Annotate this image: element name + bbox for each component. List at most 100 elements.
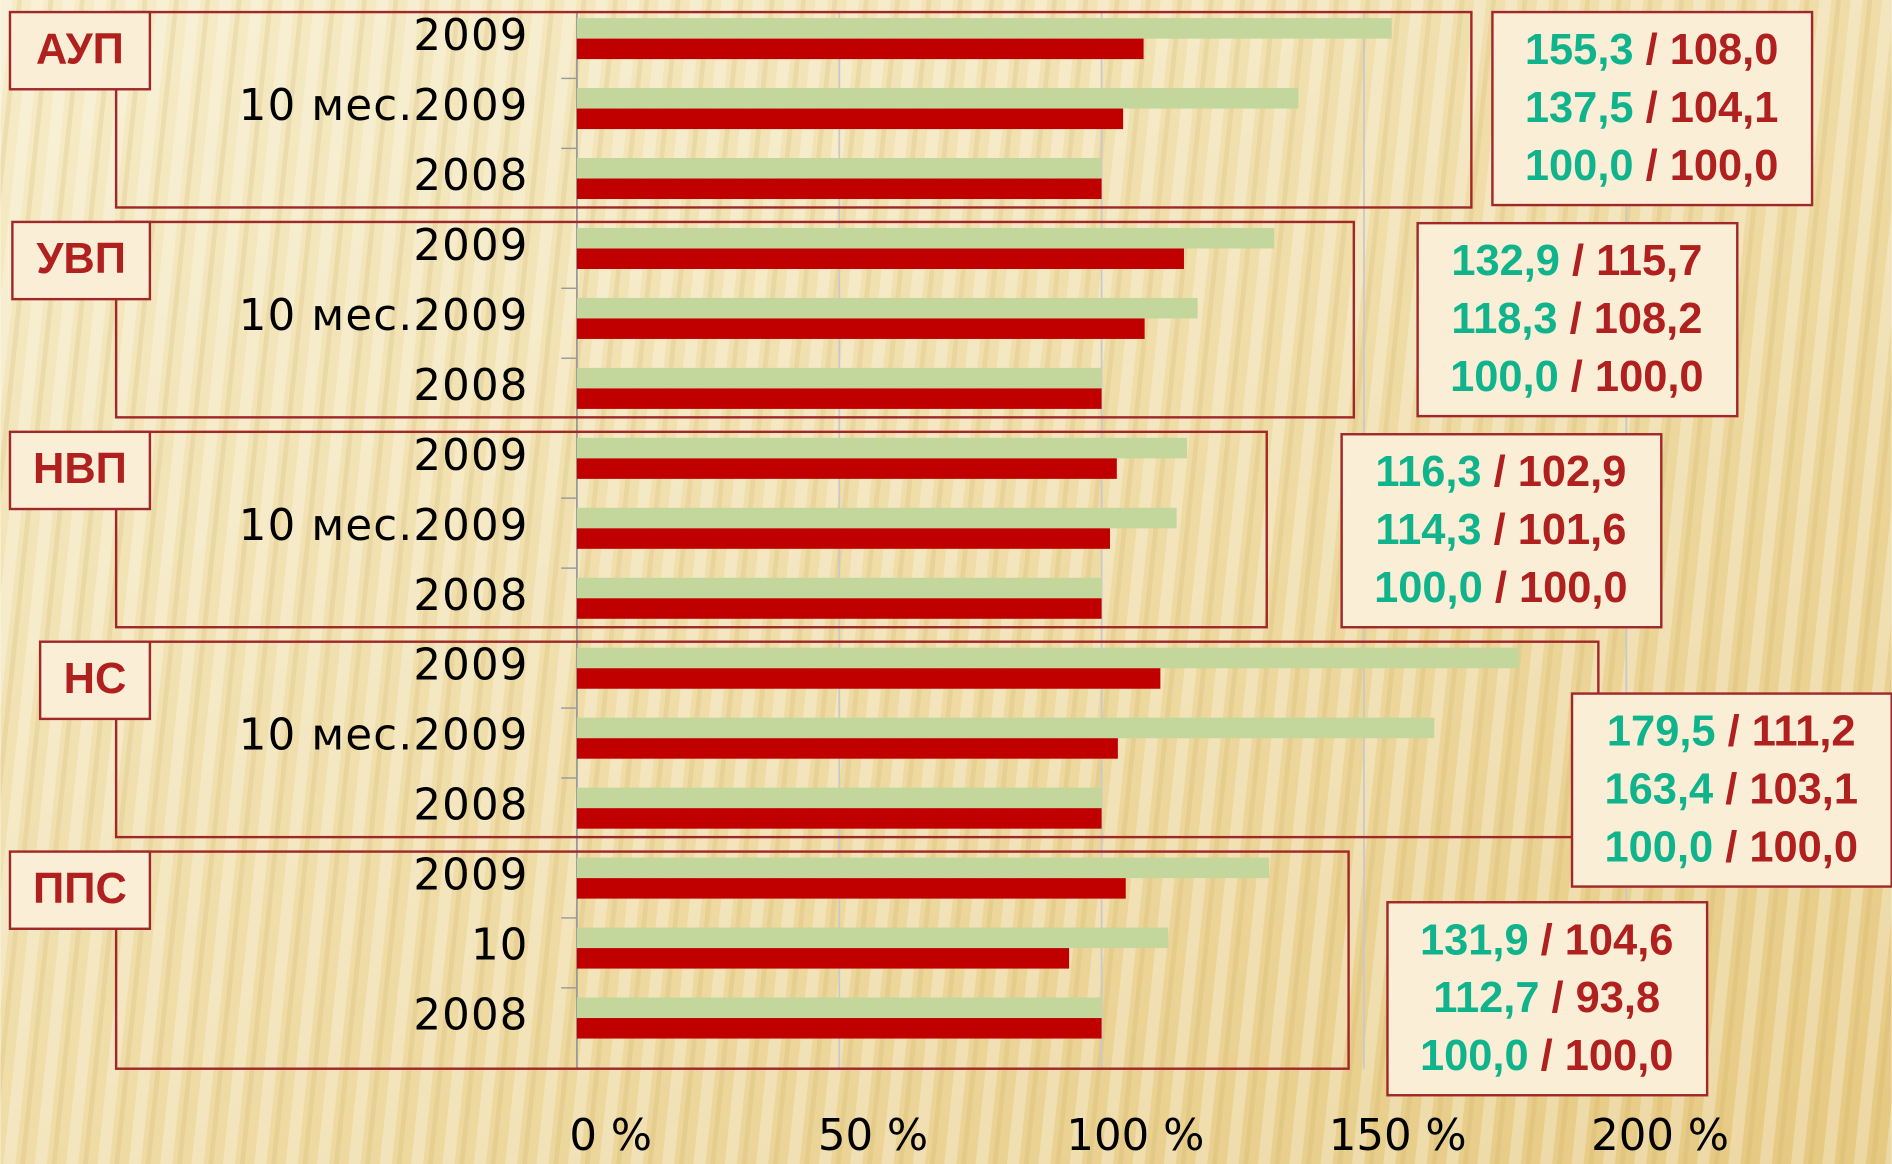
value-label-green: 114,3: [1375, 507, 1481, 555]
category-label: 10 мес.2009: [239, 501, 529, 551]
category-label: 2008: [413, 361, 528, 411]
value-label-separator: /: [1713, 824, 1749, 872]
value-label-separator: /: [1539, 975, 1575, 1023]
value-label-separator: /: [1482, 449, 1518, 497]
value-label-red: 100,0: [1519, 565, 1628, 613]
value-label-separator: /: [1529, 917, 1565, 965]
value-label-green: 137,5: [1525, 84, 1634, 132]
value-label-red: 104,6: [1565, 917, 1674, 965]
category-label: 10 мес.2009: [239, 81, 529, 131]
value-label-red: 108,2: [1594, 296, 1703, 344]
value-label: 132,9 / 115,7: [1451, 238, 1702, 286]
bar: [576, 437, 1188, 459]
category-label: 10 мес.2009: [239, 711, 529, 761]
bar: [576, 997, 1102, 1019]
value-label-green: 116,3: [1375, 449, 1481, 497]
value-label-separator: /: [1716, 708, 1752, 756]
bar: [576, 248, 1184, 269]
bar: [576, 227, 1275, 249]
category-label: 10 мес.2009: [239, 291, 529, 341]
group-name-box: [8, 10, 152, 91]
plot: 0 % 50 % 100 % 150 % 200 % 2009 10 мес.2009 200…: [8, 10, 1892, 1161]
bar: [576, 668, 1161, 689]
value-label-green: 155,3: [1525, 27, 1634, 75]
category-label: 2009: [413, 641, 528, 691]
value-label-green: 100,0: [1525, 142, 1634, 190]
bar: [576, 598, 1102, 619]
value-label-separator: /: [1482, 507, 1518, 555]
value-label-green: 131,9: [1420, 917, 1529, 965]
value-label-red: 111,2: [1752, 708, 1856, 756]
x-tick-label: 200 %: [1591, 1111, 1729, 1161]
bar: [576, 38, 1144, 60]
value-label-green: 100,0: [1450, 353, 1559, 401]
group-name: НС: [64, 655, 127, 703]
value-label: 131,9 / 104,6: [1420, 917, 1673, 965]
bar: [576, 787, 1102, 809]
bar: [576, 297, 1198, 319]
value-label-green: 179,5: [1607, 708, 1716, 756]
bar: [576, 458, 1117, 479]
value-label-red: 102,9: [1518, 449, 1627, 497]
value-label-red: 100,0: [1749, 824, 1858, 872]
bar: [576, 738, 1118, 759]
bar: [576, 857, 1269, 879]
group-name: АУП: [36, 25, 124, 73]
x-tick-label: 50 %: [818, 1111, 928, 1161]
bar: [576, 878, 1126, 899]
value-label: 100,0 / 100,0: [1450, 353, 1703, 401]
category-label: 2008: [413, 781, 528, 831]
category-label: 2009: [413, 431, 528, 481]
value-label: 179,5 / 111,2: [1607, 708, 1856, 756]
bar: [576, 577, 1102, 599]
value-label-red: 93,8: [1576, 975, 1660, 1023]
bar: [576, 88, 1299, 109]
bar: [576, 507, 1177, 529]
x-tick-label: 150 %: [1329, 1111, 1467, 1161]
value-label-red: 104,1: [1670, 84, 1779, 132]
bar: [576, 318, 1145, 339]
value-label-green: 163,4: [1605, 766, 1714, 814]
value-label-red: 100,0: [1595, 353, 1704, 401]
value-label: 116,3 / 102,9: [1375, 449, 1626, 497]
value-label-separator: /: [1529, 1033, 1565, 1081]
value-label-separator: /: [1634, 84, 1670, 132]
value-box: [1491, 10, 1814, 207]
category-label: 2009: [413, 851, 528, 901]
bar: [576, 388, 1102, 409]
value-label: 118,3 / 108,2: [1451, 296, 1702, 344]
bar: [576, 1018, 1102, 1039]
group-name-box: [8, 430, 152, 511]
value-label-red: 101,6: [1518, 507, 1627, 555]
value-label-separator: /: [1559, 353, 1595, 401]
value-box: [1416, 221, 1739, 418]
value-label-green: 112,7: [1433, 975, 1539, 1023]
value-box: [1340, 433, 1663, 629]
group-name: НВП: [33, 445, 127, 493]
value-label: 100,0 / 100,0: [1605, 824, 1858, 872]
value-label-separator: /: [1713, 766, 1749, 814]
value-box: [1386, 901, 1709, 1097]
value-label-red: 108,0: [1670, 27, 1779, 75]
category-label: 2008: [413, 151, 528, 201]
bar: [576, 948, 1070, 969]
bar: [576, 647, 1519, 669]
bar: [576, 808, 1102, 829]
value-label-green: 100,0: [1605, 824, 1714, 872]
value-label-separator: /: [1634, 142, 1670, 190]
bar: [576, 108, 1124, 130]
bar: [576, 717, 1435, 739]
value-label: 100,0 / 100,0: [1525, 142, 1778, 190]
value-label-red: 100,0: [1565, 1033, 1674, 1081]
value-label-red: 100,0: [1670, 142, 1779, 190]
value-label-separator: /: [1560, 238, 1596, 286]
value-label-red: 115,7: [1596, 238, 1702, 286]
x-tick-label: 100 %: [1066, 1111, 1204, 1161]
bar: [576, 178, 1102, 200]
category-label: 2008: [413, 991, 528, 1041]
value-label: 137,5 / 104,1: [1525, 84, 1778, 132]
bar: [576, 927, 1169, 949]
value-label: 112,7 / 93,8: [1433, 975, 1660, 1023]
category-label: 2009: [413, 221, 528, 271]
